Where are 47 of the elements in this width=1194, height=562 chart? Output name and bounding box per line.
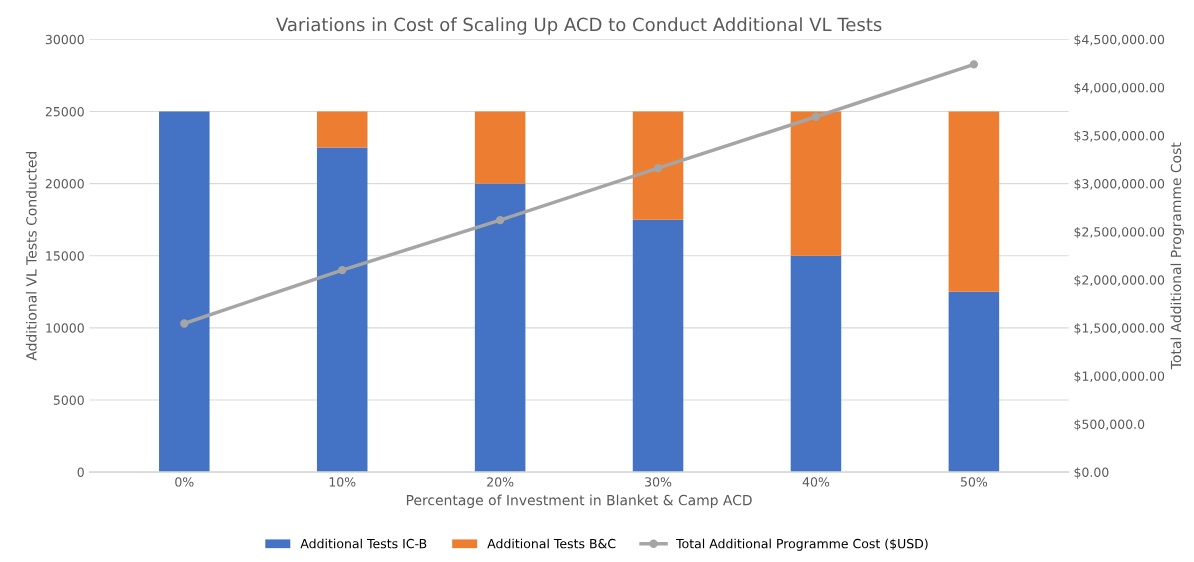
y2-tick-label: $4,000,000.00: [1074, 82, 1165, 95]
y2-tick-label: $1,500,000.00: [1074, 323, 1165, 335]
y2-tick-label: $3,500,000.00: [1074, 130, 1165, 143]
y-tick-label: 20000: [45, 179, 84, 189]
y-tick-label: 15000: [46, 251, 84, 261]
chart-title: Variations in Cost of Scaling Up ACD to Conduct Additional VL Tests: [276, 17, 882, 35]
bar: [790, 111, 842, 256]
point: [653, 164, 663, 173]
x-axis-title: Percentage of Investment in Blanket & Camp ACD: [406, 494, 752, 509]
bar: [316, 147, 368, 473]
y2-tick-label: $3,000,000.00: [1074, 178, 1165, 191]
x-tick-label: 10%: [329, 477, 356, 487]
x-tick-label: 30%: [645, 477, 672, 487]
point: [180, 319, 189, 328]
point: [811, 112, 821, 121]
legend-label: Total Additional Programme Cost ($USD): [676, 538, 928, 551]
y2-tick-label: $2,500,000.00: [1074, 226, 1165, 239]
y-tick-label: 0: [77, 467, 84, 478]
y-axis-title: Additional VL Tests Conducted: [25, 152, 37, 361]
y-tick-label: 25000: [45, 106, 84, 117]
y-tick-label: 5000: [53, 395, 84, 405]
bar: [159, 111, 210, 473]
bar: [316, 111, 368, 148]
x-tick-label: 20%: [487, 477, 514, 487]
bar: [474, 111, 526, 184]
y2-axis-title: Total Additional Programme Cost: [1170, 142, 1184, 370]
y-tick-label: 30000: [45, 34, 84, 45]
bar: [632, 219, 684, 473]
y-tick-label: 10000: [46, 323, 84, 333]
legend-label: Additional Tests B&C: [487, 538, 616, 549]
bar: [474, 183, 526, 473]
x-tick-label: 0%: [175, 477, 194, 487]
x-tick-label: 40%: [802, 477, 830, 487]
y2-tick-label: $1,000,000.00: [1074, 371, 1165, 383]
bar: [632, 111, 684, 220]
y2-tick-label: $4,500,000.00: [1074, 34, 1165, 46]
point: [495, 215, 505, 225]
y2-tick-label: $500,000.0: [1074, 419, 1145, 431]
y2-tick-label: $0.00: [1074, 467, 1109, 479]
bar: [948, 291, 1000, 473]
bar: [948, 111, 1000, 292]
point: [338, 265, 347, 275]
x-tick-label: 50%: [960, 477, 988, 487]
legend-label: Additional Tests IC-B: [300, 538, 427, 549]
y2-tick-label: $2,000,000.00: [1074, 275, 1165, 287]
bar: [790, 255, 842, 473]
point: [969, 60, 979, 69]
